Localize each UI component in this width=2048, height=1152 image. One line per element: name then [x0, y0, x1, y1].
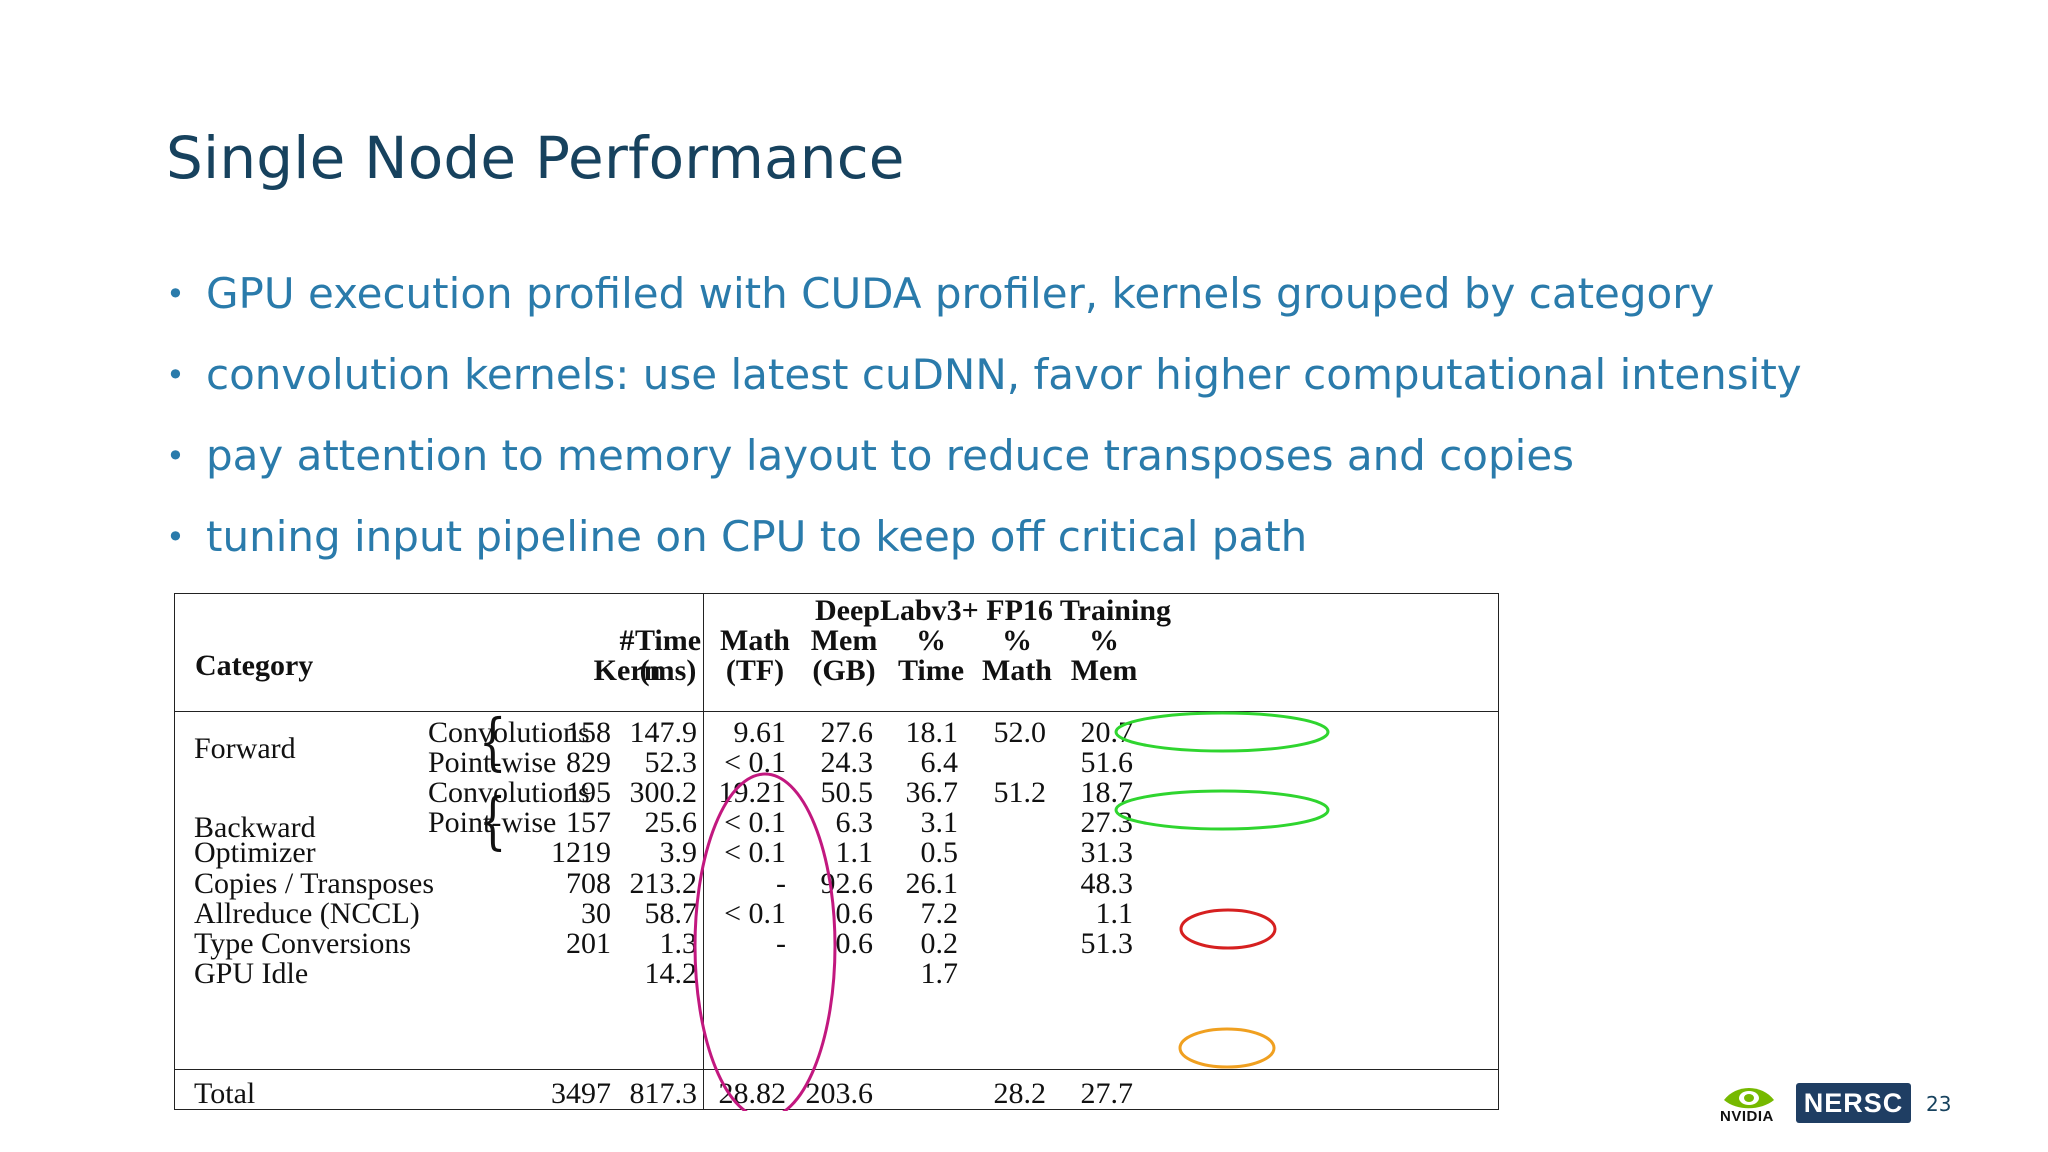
cell-math: 9.61: [733, 716, 787, 749]
nvidia-logo-text: NVIDIA: [1720, 1108, 1774, 1125]
subcategory-label: Convolutions: [428, 776, 590, 810]
cell-pct-time: 7.2: [920, 896, 959, 930]
slide-title: Single Node Performance: [166, 124, 905, 192]
cell-kern: 3497: [551, 1077, 611, 1110]
cell-mem: 203.6: [805, 1077, 874, 1110]
category-label: Optimizer: [194, 836, 316, 870]
cell-mem: 6.3: [835, 806, 874, 840]
forward-label: Forward: [194, 732, 296, 765]
column-header-time-line2: (ms): [639, 654, 697, 687]
category-label: Copies / Transposes: [194, 866, 435, 900]
cell-math: 28.82: [718, 1077, 787, 1110]
cell-kern: 195: [566, 776, 611, 810]
cell-pct-time: 6.4: [920, 746, 959, 780]
backward-label: Backward: [194, 811, 316, 844]
cell-pct-time: 1.7: [920, 956, 959, 990]
cell-kern: 157: [566, 806, 611, 840]
cell-kern: 30: [581, 896, 611, 930]
cell-pct-math: 51.2: [993, 776, 1047, 810]
column-header-pct-time-line1: %: [916, 624, 946, 657]
cell-pct-mem: 48.3: [1080, 866, 1134, 900]
cell-mem: 27.6: [820, 716, 874, 749]
header-rule: [174, 711, 1499, 712]
cell-time: 817.3: [629, 1077, 698, 1110]
cell-pct-time: 0.5: [920, 836, 959, 870]
bullet-text: convolution kernels: use latest cuDNN, f…: [206, 350, 1802, 399]
cell-math: -: [776, 926, 786, 960]
cell-mem: 0.6: [835, 896, 874, 930]
cell-pct-mem: 31.3: [1080, 836, 1134, 870]
subcategory-label: Convolutions: [428, 716, 590, 749]
subcategory-label: Point-wise: [428, 746, 557, 780]
cell-kern: 201: [566, 926, 611, 960]
bullet-dot: •: [166, 275, 185, 313]
column-header-mem-line1: Mem: [810, 624, 878, 657]
cell-time: 25.6: [644, 806, 698, 840]
cell-time: 147.9: [629, 716, 698, 749]
backward-brace: {: [478, 784, 507, 857]
bullet-text: GPU execution profiled with CUDA profile…: [206, 269, 1715, 318]
cell-mem: 1.1: [835, 836, 874, 870]
forward-brace: {: [478, 705, 507, 778]
category-label: Allreduce (NCCL): [194, 896, 420, 930]
column-header-math-line1: Math: [720, 624, 790, 657]
bullet-dot: •: [166, 437, 185, 475]
column-header-time-line1: Time: [634, 624, 702, 657]
performance-table: DeepLabv3+ FP16 Training Category # Kern T…: [174, 593, 1500, 1111]
subcategory-label: Point-wise: [428, 806, 557, 840]
bullet-text: pay attention to memory layout to reduce…: [206, 431, 1575, 480]
column-header-pct-mem-line2: Mem: [1070, 654, 1138, 687]
total-label: Total: [194, 1077, 256, 1110]
bullet-dot: •: [166, 356, 185, 394]
column-header-pct-math-line1: %: [1002, 624, 1032, 657]
column-header-pct-math-line2: Math: [982, 654, 1052, 687]
table-frame: [174, 593, 1499, 1110]
cell-pct-mem: 51.3: [1080, 926, 1134, 960]
bullet-dot: •: [166, 518, 185, 556]
column-header-mem-line2: (GB): [812, 654, 876, 687]
column-header-kern-line2: Kern: [593, 654, 661, 687]
cell-kern: 1219: [551, 836, 611, 870]
cell-pct-time: 36.7: [905, 776, 959, 810]
cell-mem: 0.6: [835, 926, 874, 960]
nersc-logo: NERSC: [1796, 1083, 1911, 1123]
category-label: Type Conversions: [194, 926, 412, 960]
cell-pct-time: 3.1: [920, 806, 959, 840]
page-number: 23: [1926, 1092, 1952, 1116]
cell-pct-time: 18.1: [905, 716, 959, 749]
cell-pct-mem: 1.1: [1095, 896, 1134, 930]
cell-kern: 708: [566, 866, 611, 900]
cell-pct-mem: 27.7: [1080, 1077, 1134, 1110]
cell-time: 213.2: [629, 866, 698, 900]
category-label: GPU Idle: [194, 956, 309, 990]
cell-time: 14.2: [644, 956, 698, 990]
cell-time: 300.2: [629, 776, 698, 810]
column-header-math-line2: (TF): [725, 654, 785, 687]
cell-pct-math: 52.0: [993, 716, 1047, 749]
cell-kern: 158: [566, 716, 611, 749]
cell-pct-time: 0.2: [920, 926, 959, 960]
group-header: DeepLabv3+ FP16 Training: [814, 594, 1171, 627]
nvidia-eye-icon: [1724, 1088, 1774, 1109]
cell-time: 1.3: [659, 926, 698, 960]
cell-pct-time: 26.1: [905, 866, 959, 900]
total-rule: [174, 1069, 1499, 1070]
cell-time: 58.7: [644, 896, 698, 930]
category-header: Category: [195, 649, 314, 682]
column-header-pct-time-line2: Time: [897, 654, 965, 687]
bullet-text: tuning input pipeline on CPU to keep off…: [206, 512, 1308, 561]
cell-time: 3.9: [659, 836, 698, 870]
cell-time: 52.3: [644, 746, 698, 780]
column-header-pct-mem-line1: %: [1089, 624, 1119, 657]
cell-pct-math: 28.2: [993, 1077, 1047, 1110]
column-header-kern-line1: #: [619, 624, 635, 657]
cell-kern: 829: [566, 746, 611, 780]
